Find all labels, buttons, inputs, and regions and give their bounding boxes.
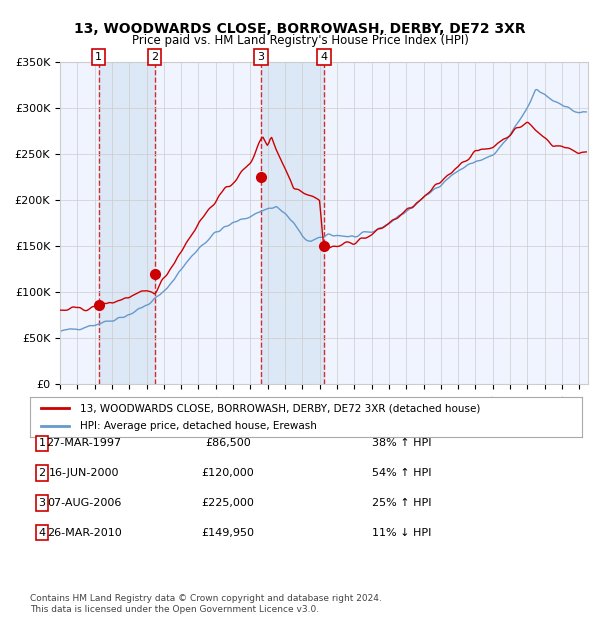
Bar (98, 62, 155, 384)
Text: 13, WOODWARDS CLOSE, BORROWASH, DERBY, DE72 3XR: 13, WOODWARDS CLOSE, BORROWASH, DERBY, D… (74, 22, 526, 36)
Text: 11% ↓ HPI: 11% ↓ HPI (372, 528, 431, 538)
Text: £86,500: £86,500 (205, 438, 251, 448)
Text: 4: 4 (38, 528, 46, 538)
Text: 13, WOODWARDS CLOSE, BORROWASH, DERBY, DE72 3XR (detached house): 13, WOODWARDS CLOSE, BORROWASH, DERBY, D… (80, 403, 480, 413)
Text: 1: 1 (95, 52, 102, 62)
Text: 3: 3 (257, 52, 265, 62)
Text: 27-MAR-1997: 27-MAR-1997 (46, 438, 122, 448)
Text: Price paid vs. HM Land Registry's House Price Index (HPI): Price paid vs. HM Land Registry's House … (131, 34, 469, 47)
Text: 3: 3 (38, 498, 46, 508)
Text: 2: 2 (38, 468, 46, 478)
Text: 26-MAR-2010: 26-MAR-2010 (47, 528, 121, 538)
Text: 2: 2 (151, 52, 158, 62)
Text: HPI: Average price, detached house, Erewash: HPI: Average price, detached house, Erew… (80, 421, 317, 431)
Text: 38% ↑ HPI: 38% ↑ HPI (372, 438, 431, 448)
Text: 1: 1 (38, 438, 46, 448)
Bar (261, 62, 323, 384)
Text: 25% ↑ HPI: 25% ↑ HPI (372, 498, 431, 508)
Text: 07-AUG-2006: 07-AUG-2006 (47, 498, 121, 508)
Text: £149,950: £149,950 (202, 528, 254, 538)
Text: £225,000: £225,000 (202, 498, 254, 508)
Text: 54% ↑ HPI: 54% ↑ HPI (372, 468, 431, 478)
Text: £120,000: £120,000 (202, 468, 254, 478)
Text: Contains HM Land Registry data © Crown copyright and database right 2024.
This d: Contains HM Land Registry data © Crown c… (30, 595, 382, 614)
Text: 4: 4 (320, 52, 327, 62)
Text: 16-JUN-2000: 16-JUN-2000 (49, 468, 119, 478)
